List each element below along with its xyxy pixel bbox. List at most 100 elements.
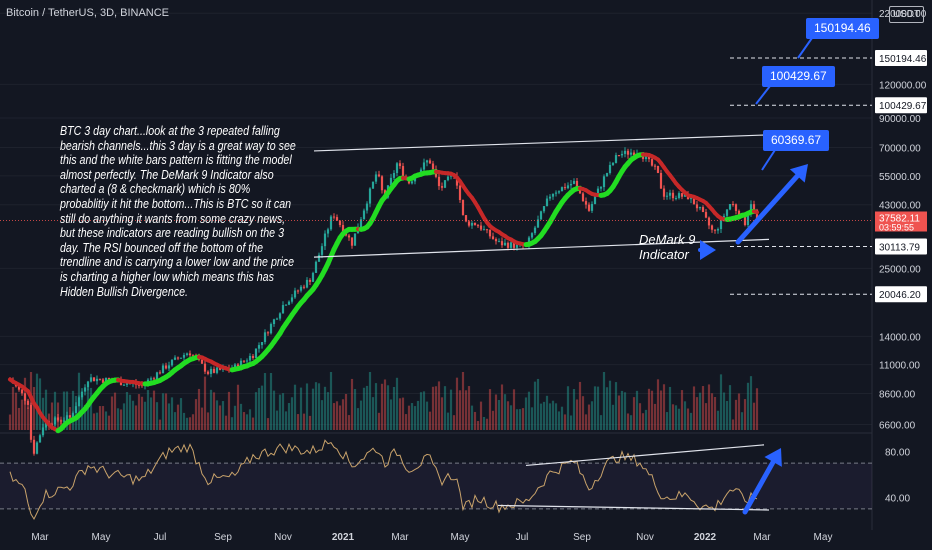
volume-bar (293, 384, 297, 430)
volume-bar (239, 403, 243, 430)
volume-bar (686, 408, 690, 430)
candle-body (275, 318, 279, 320)
candle-body (311, 272, 315, 282)
volume-bar (683, 401, 687, 430)
supertrend-line (8, 152, 759, 434)
current-price-label: 37582.11 (879, 213, 920, 224)
candle-body (209, 368, 213, 374)
rsi-band (0, 463, 872, 509)
volume-bar (521, 408, 525, 430)
volume-bar (317, 383, 321, 430)
candle-body (716, 229, 720, 231)
candle-body (245, 360, 249, 362)
candle-body (491, 236, 495, 240)
volume-bar (431, 386, 435, 430)
volume-bar (101, 406, 105, 430)
candle-body (470, 222, 474, 226)
trendline-drawings[interactable] (0, 57, 872, 295)
volume-bar (581, 396, 585, 430)
current-price-box (875, 211, 927, 232)
volume-bar (707, 384, 711, 430)
volume-bar (350, 378, 354, 430)
volume-bar (281, 393, 285, 430)
target-callout-1[interactable]: 150194.46 (806, 18, 879, 39)
volume-bar (116, 408, 120, 430)
volume-bar (590, 401, 594, 430)
candle-body (158, 372, 162, 374)
volume-bar (119, 409, 123, 430)
volume-bar (380, 383, 384, 430)
volume-bar (35, 373, 39, 430)
volume-bar (305, 383, 309, 430)
volume-bar (341, 399, 345, 430)
candle-body (656, 165, 660, 173)
volume-bar (557, 411, 561, 430)
target-callout-3[interactable]: 60369.67 (763, 130, 830, 151)
candle-body (101, 379, 105, 383)
currency-button[interactable]: USDT (889, 6, 924, 23)
countdown-label: 03:59:55 (879, 222, 914, 232)
price-axis[interactable]: 6600.00 8600.00 11000.00 14000.00 20046.20 25… (875, 9, 927, 504)
volume-bar (338, 405, 342, 430)
candle-body (290, 297, 294, 302)
candle-body (428, 160, 432, 164)
candle-body (617, 155, 621, 157)
candle-body (548, 196, 552, 199)
candle-body (353, 233, 357, 246)
volume-bar (170, 397, 174, 430)
candle-body (467, 221, 471, 226)
candle-body (302, 286, 306, 288)
candle-body (86, 381, 90, 388)
volume-bar (449, 389, 453, 430)
volume-bar (329, 372, 333, 430)
candle-body (410, 181, 414, 184)
candle-body (389, 177, 393, 186)
candle-body (584, 201, 588, 205)
candle-body (254, 348, 258, 358)
rsi-line (9, 439, 758, 521)
time-tick-label: 2021 (332, 532, 355, 543)
volume-bar (26, 407, 30, 430)
target-callout-2[interactable]: 100429.67 (762, 66, 835, 87)
volume-bar (206, 412, 210, 430)
candle-body (500, 241, 504, 246)
candle-body (659, 172, 663, 189)
volume-bar (620, 390, 624, 430)
volume-bar (389, 399, 393, 430)
volume-bar (629, 415, 633, 430)
candle-body (701, 207, 705, 213)
candle-body (305, 279, 309, 288)
volume-bar (716, 410, 720, 430)
candle-body (308, 279, 312, 282)
candle-body (734, 204, 738, 211)
candle-body (401, 166, 405, 177)
volume-bar (356, 408, 360, 430)
volume-bar (680, 390, 684, 430)
candle-body (350, 237, 354, 246)
candle-body (707, 217, 711, 226)
volume-bar (287, 403, 291, 430)
candle-body (458, 185, 462, 201)
candle-body (485, 229, 489, 231)
candle-body (167, 365, 171, 369)
time-axis[interactable]: Mar May Jul Sep Nov 2021 Mar May Jul Sep Nov 2022 Ma… (31, 532, 832, 543)
symbol-title[interactable]: Bitcoin / TetherUS, 3D, BINANCE (6, 7, 170, 19)
candle-body (176, 357, 180, 359)
volume-bar (647, 388, 651, 430)
candle-body (743, 214, 747, 226)
candle-body (506, 242, 510, 248)
candle-body (653, 165, 657, 167)
candle-body (446, 176, 450, 181)
time-tick-label: May (92, 532, 111, 543)
volume-bar (191, 414, 195, 430)
volume-bar (623, 392, 627, 430)
price-tick-label: 220000.00 (879, 9, 927, 20)
candle-body (626, 150, 630, 155)
volume-bar (137, 394, 141, 430)
candle-body (725, 209, 729, 216)
candle-body (680, 193, 684, 197)
volume-bar (740, 412, 744, 430)
volume-bar (149, 397, 153, 430)
rsi-tick-label: 40.00 (885, 493, 910, 504)
